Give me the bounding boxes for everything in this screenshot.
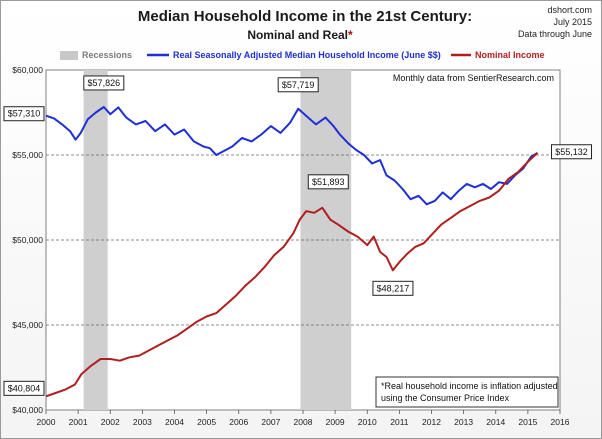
y-tick-label: $40,000: [12, 405, 43, 415]
subtitle-star: *: [348, 28, 353, 42]
source-site: dshort.com: [547, 5, 592, 15]
series-real-income: [45, 106, 539, 206]
x-tick-label: 2006: [229, 417, 248, 427]
x-tick-label: 2014: [486, 417, 505, 427]
x-tick-label: 2010: [358, 417, 377, 427]
x-tick-label: 2002: [101, 417, 120, 427]
monthly-data-note: Monthly data from SentierResearch.com: [393, 73, 554, 83]
annotation-label: $55,132: [555, 147, 588, 157]
x-tick-label: 2003: [133, 417, 152, 427]
legend-label: Real Seasonally Adjusted Median Househol…: [173, 50, 441, 60]
annotation-box: [3, 380, 45, 396]
x-tick-label: 2007: [261, 417, 280, 427]
annotation-label: $57,826: [88, 78, 121, 88]
y-tick-label: $55,000: [12, 150, 43, 160]
annotation-box: [307, 174, 349, 190]
footnote-box: [375, 376, 559, 408]
annotation-label: $57,719: [282, 80, 315, 90]
annotation-label: $40,804: [8, 383, 41, 393]
y-tick-label: $50,000: [12, 235, 43, 245]
annotation-box: [372, 280, 414, 296]
chart-title: Median Household Income in the 21st Cent…: [138, 8, 472, 25]
legend-swatch-recessions: [60, 51, 78, 60]
x-tick-label: 2008: [294, 417, 313, 427]
annotation-label: $57,310: [8, 109, 41, 119]
legend-label: Nominal Income: [475, 50, 545, 60]
y-tick-label: $45,000: [12, 320, 43, 330]
x-tick-label: 2015: [518, 417, 537, 427]
subtitle-main: Nominal and Real: [247, 28, 348, 42]
source-date: July 2015: [553, 17, 592, 27]
chart-subtitle: Nominal and Real*: [247, 28, 353, 42]
annotation-box: [83, 75, 125, 91]
x-tick-label: 2001: [69, 417, 88, 427]
annotation-box: [551, 144, 593, 160]
series-nominal-income: [45, 152, 539, 398]
annotation-label: $51,893: [312, 177, 345, 187]
chart-legend: Recessions Real Seasonally Adjusted Media…: [60, 50, 545, 60]
annotation-box: [277, 77, 319, 93]
x-tick-label: 2005: [197, 417, 216, 427]
y-tick-label: $60,000: [12, 65, 43, 75]
footnote-line-2: using the Consumer Price Index: [381, 393, 510, 403]
annotation-label: $48,217: [377, 283, 410, 293]
x-tick-label: 2016: [551, 417, 570, 427]
source-range: Data through June: [518, 29, 592, 39]
x-tick-label: 2000: [37, 417, 56, 427]
x-tick-label: 2013: [454, 417, 473, 427]
footnote-line-1: *Real household income is inflation adju…: [381, 381, 558, 391]
x-tick-label: 2009: [326, 417, 345, 427]
x-tick-label: 2012: [422, 417, 441, 427]
annotation-box: [3, 106, 45, 122]
legend-label: Recessions: [82, 50, 132, 60]
x-tick-label: 2004: [165, 417, 184, 427]
plot-area: $40,000 $45,000 $50,000 $55,000 $60,000 2000 2…: [3, 65, 593, 427]
x-tick-label: 2011: [390, 417, 409, 427]
